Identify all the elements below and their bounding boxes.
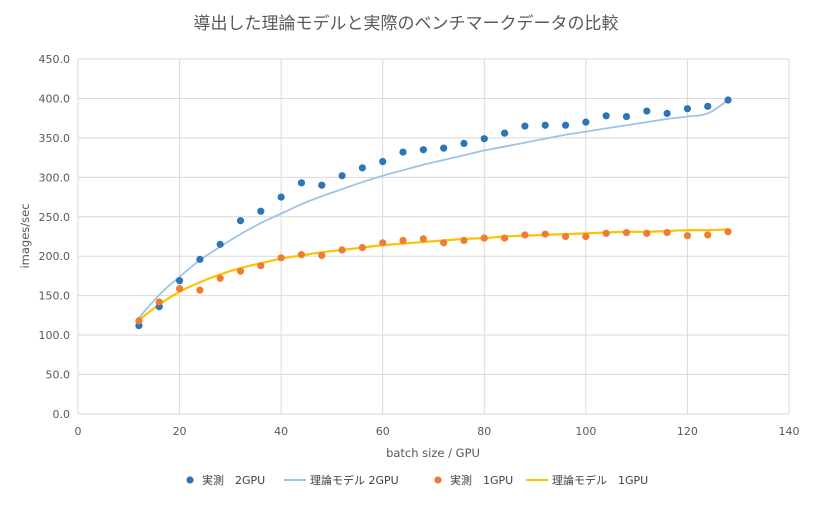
y-tick-label: 50.0 — [46, 369, 71, 382]
data-point — [318, 251, 326, 260]
legend-item-3: 実測 1GPU — [434, 473, 513, 487]
data-point — [541, 230, 549, 238]
data-point — [683, 105, 692, 113]
y-tick-label: 400.0 — [39, 92, 71, 105]
x-tick-label: 100 — [575, 425, 596, 438]
data-point — [602, 112, 610, 120]
data-point — [257, 262, 265, 270]
data-point — [480, 234, 488, 242]
data-point — [379, 157, 387, 166]
x-tick-label: 20 — [173, 425, 187, 438]
data-point — [582, 232, 590, 241]
series-line — [138, 99, 729, 319]
legend: 実測 2GPU 理論モデル 2GPU 実測 1GPU 理論モデル 1GPU — [186, 473, 648, 487]
data-point — [460, 236, 468, 245]
data-point — [257, 207, 265, 215]
data-point — [277, 193, 285, 201]
y-tick-label: 300.0 — [39, 171, 71, 184]
y-axis-title: images/sec — [18, 203, 32, 268]
data-point — [358, 164, 366, 172]
plot-area — [135, 96, 732, 330]
data-point — [724, 228, 732, 236]
series-3 — [135, 228, 732, 325]
series-1 — [135, 96, 732, 330]
legend-marker-swatch — [186, 476, 194, 484]
x-tick-label: 140 — [779, 425, 800, 438]
data-point — [663, 228, 671, 237]
data-point — [440, 144, 448, 152]
data-point — [440, 239, 448, 247]
data-point — [541, 121, 549, 129]
legend-marker-swatch — [434, 476, 442, 484]
series-2 — [138, 99, 729, 319]
data-point — [460, 139, 468, 148]
y-tick-label: 150.0 — [39, 290, 71, 303]
data-point — [196, 255, 204, 263]
x-tick-label: 0 — [75, 425, 82, 438]
data-point — [622, 228, 631, 237]
data-point — [480, 135, 488, 143]
data-point — [704, 102, 712, 110]
x-tick-label: 40 — [274, 425, 288, 438]
legend-label: 実測 1GPU — [450, 473, 513, 487]
legend-label: 実測 2GPU — [202, 473, 265, 487]
legend-label: 理論モデル 1GPU — [552, 473, 648, 487]
data-point — [135, 317, 143, 325]
legend-item-1: 実測 2GPU — [186, 473, 265, 487]
y-tick-label: 0.0 — [53, 408, 71, 421]
chart-title: 導出した理論モデルと実際のベンチマークデータの比較 — [194, 13, 619, 34]
data-point — [643, 107, 651, 115]
data-point — [277, 254, 285, 262]
data-point — [216, 240, 224, 248]
y-tick-label: 200.0 — [39, 250, 71, 263]
data-point — [155, 298, 163, 306]
axis-ticks: 0.050.0100.0150.0200.0250.0300.0350.0400… — [39, 53, 800, 438]
data-point — [724, 96, 732, 104]
data-point — [602, 229, 610, 237]
data-point — [358, 243, 366, 252]
data-point — [399, 236, 407, 245]
x-axis-title: batch size / GPU — [386, 446, 480, 460]
data-point — [663, 109, 671, 118]
data-point — [297, 251, 306, 259]
data-point — [419, 146, 427, 154]
data-point — [399, 148, 407, 156]
data-point — [561, 121, 570, 129]
y-tick-label: 350.0 — [39, 132, 71, 145]
data-point — [501, 129, 509, 137]
data-point — [297, 179, 306, 187]
data-point — [338, 246, 346, 254]
data-point — [521, 122, 529, 130]
data-point — [379, 239, 387, 247]
y-tick-label: 450.0 — [39, 53, 71, 66]
data-point — [704, 231, 712, 239]
data-point — [175, 284, 184, 293]
x-tick-label: 60 — [376, 425, 390, 438]
x-tick-label: 80 — [477, 425, 491, 438]
data-point — [236, 267, 245, 275]
data-point — [318, 181, 326, 189]
data-point — [216, 274, 224, 282]
data-point — [582, 118, 590, 126]
legend-label: 理論モデル 2GPU — [310, 473, 399, 487]
data-point — [561, 232, 570, 241]
x-tick-label: 120 — [677, 425, 698, 438]
data-point — [521, 231, 529, 239]
data-point — [501, 234, 509, 242]
data-point — [338, 172, 346, 180]
legend-item-4: 理論モデル 1GPU — [526, 473, 648, 487]
y-tick-label: 100.0 — [39, 329, 71, 342]
y-tick-label: 250.0 — [39, 211, 71, 224]
data-point — [643, 229, 651, 237]
data-point — [622, 112, 631, 121]
data-point — [196, 286, 204, 294]
data-point — [683, 232, 692, 240]
legend-item-2: 理論モデル 2GPU — [284, 473, 399, 487]
data-point — [236, 217, 245, 225]
data-point — [419, 235, 427, 243]
data-point — [175, 277, 184, 285]
